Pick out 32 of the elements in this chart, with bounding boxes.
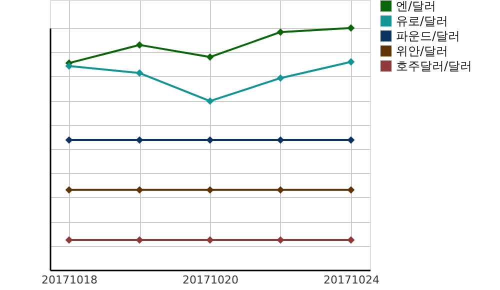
point — [276, 28, 284, 36]
point — [206, 236, 214, 244]
point — [136, 69, 144, 77]
legend-label: 호주달러/달러 — [396, 59, 472, 73]
x-tick-label: 20171020 — [182, 274, 238, 286]
legend-label: 위안/달러 — [396, 44, 448, 58]
x-tick-label: 20171018 — [42, 274, 98, 286]
point — [347, 236, 355, 244]
point — [347, 136, 355, 144]
point — [206, 136, 214, 144]
point — [206, 186, 214, 194]
point — [276, 186, 284, 194]
point — [276, 236, 284, 244]
point — [136, 236, 144, 244]
point — [347, 58, 355, 66]
point — [347, 186, 355, 194]
point — [347, 24, 355, 32]
point — [65, 186, 73, 194]
point — [276, 74, 284, 82]
point — [206, 53, 214, 61]
point — [136, 136, 144, 144]
point — [65, 136, 73, 144]
legend-label: 유로/달러 — [396, 14, 448, 28]
point — [65, 62, 73, 70]
point — [136, 186, 144, 194]
legend-label: 엔/달러 — [396, 0, 436, 13]
point — [136, 41, 144, 49]
x-tick-label: 20171024 — [323, 274, 380, 286]
point — [276, 136, 284, 144]
point — [65, 236, 73, 244]
legend-label: 파운드/달러 — [396, 29, 460, 43]
point — [206, 97, 214, 105]
